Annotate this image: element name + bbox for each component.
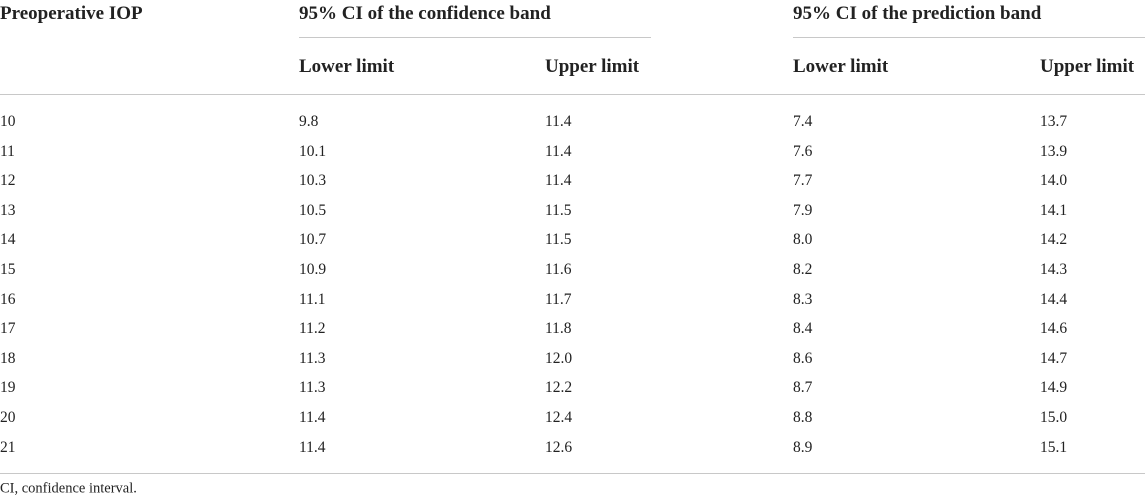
table-cell: 11.5 — [545, 231, 572, 249]
table-cell: 12.6 — [545, 438, 573, 456]
table-cell: 7.9 — [793, 201, 813, 219]
table-cell: 14.7 — [1040, 349, 1068, 367]
table-cell: 11 — [0, 142, 15, 160]
table-cell: 11.3 — [299, 349, 326, 367]
table-cell: 9.8 — [299, 113, 319, 130]
table-cell: 10.9 — [299, 261, 327, 278]
sub-header: Upper limit — [1040, 56, 1135, 77]
table-cell: 11.5 — [545, 201, 572, 219]
table-cell: 13 — [0, 201, 16, 219]
table-cell: 17 — [0, 320, 16, 338]
header-rule — [0, 94, 1145, 95]
table-cell: 8.4 — [793, 320, 813, 338]
table-cell: 11.1 — [299, 290, 326, 308]
group-header: 95% CI of the confidence band — [299, 3, 551, 24]
bottom-rule — [0, 473, 1145, 474]
table-cell: 12.4 — [545, 409, 573, 426]
table-cell: 13.9 — [1040, 142, 1068, 160]
sub-header: Lower limit — [299, 56, 395, 77]
table-cell: 14.6 — [1040, 320, 1068, 338]
table-cell: 16 — [0, 290, 16, 308]
table-cell: 8.2 — [793, 261, 813, 278]
table-cell: 19 — [0, 379, 16, 397]
table-cell: 18 — [0, 349, 16, 367]
table-cell: 12.0 — [545, 349, 573, 367]
table-cell: 11.4 — [299, 409, 326, 426]
table-cell: 11.2 — [299, 320, 326, 338]
table-cell: 11.4 — [545, 113, 572, 130]
table-cell: 15 — [0, 261, 16, 278]
sub-header: Upper limit — [545, 56, 640, 77]
table-cell: 11.6 — [545, 261, 572, 278]
table-cell: 14.4 — [1040, 290, 1068, 308]
table-cell: 10.5 — [299, 201, 327, 219]
table-cell: 15.1 — [1040, 438, 1068, 456]
table-cell: 11.3 — [299, 379, 326, 397]
table-cell: 7.7 — [793, 172, 813, 190]
table-cell: 11.4 — [545, 142, 572, 160]
table-cell: 15.0 — [1040, 409, 1068, 426]
table-cell: 11.4 — [299, 438, 326, 456]
table-cell: 14 — [0, 231, 16, 249]
table-cell: 13.7 — [1040, 113, 1068, 130]
table-cell: 10.1 — [299, 142, 327, 160]
table-cell: 8.6 — [793, 349, 813, 367]
table-cell: 7.4 — [793, 113, 813, 130]
table-cell: 8.9 — [793, 438, 813, 456]
sub-header: Lower limit — [793, 56, 889, 77]
table-cell: 11.4 — [545, 172, 572, 190]
table-cell: 10 — [0, 113, 16, 130]
group-rule — [793, 37, 1145, 38]
table-cell: 10.3 — [299, 172, 327, 190]
table-cell: 14.3 — [1040, 261, 1068, 278]
table-cell: 8.0 — [793, 231, 813, 249]
table-cell: 11.8 — [545, 320, 572, 338]
table-cell: 14.2 — [1040, 231, 1068, 249]
column-header: Preoperative IOP — [0, 3, 143, 24]
table-cell: 11.7 — [545, 290, 572, 308]
table-cell: 12.2 — [545, 379, 573, 397]
table-cell: 10.7 — [299, 231, 327, 249]
table-cell: 8.3 — [793, 290, 813, 308]
group-header: 95% CI of the prediction band — [793, 3, 1042, 24]
table-cell: 20 — [0, 409, 16, 426]
table-cell: 14.1 — [1040, 201, 1068, 219]
footnote: CI, confidence interval. — [0, 480, 137, 497]
table-cell: 12 — [0, 172, 16, 190]
table-cell: 21 — [0, 438, 16, 456]
group-rule — [299, 37, 651, 38]
table-cell: 8.7 — [793, 379, 813, 397]
table-cell: 7.6 — [793, 142, 813, 160]
table-cell: 14.9 — [1040, 379, 1068, 397]
table-cell: 14.0 — [1040, 172, 1068, 190]
table-cell: 8.8 — [793, 409, 813, 426]
